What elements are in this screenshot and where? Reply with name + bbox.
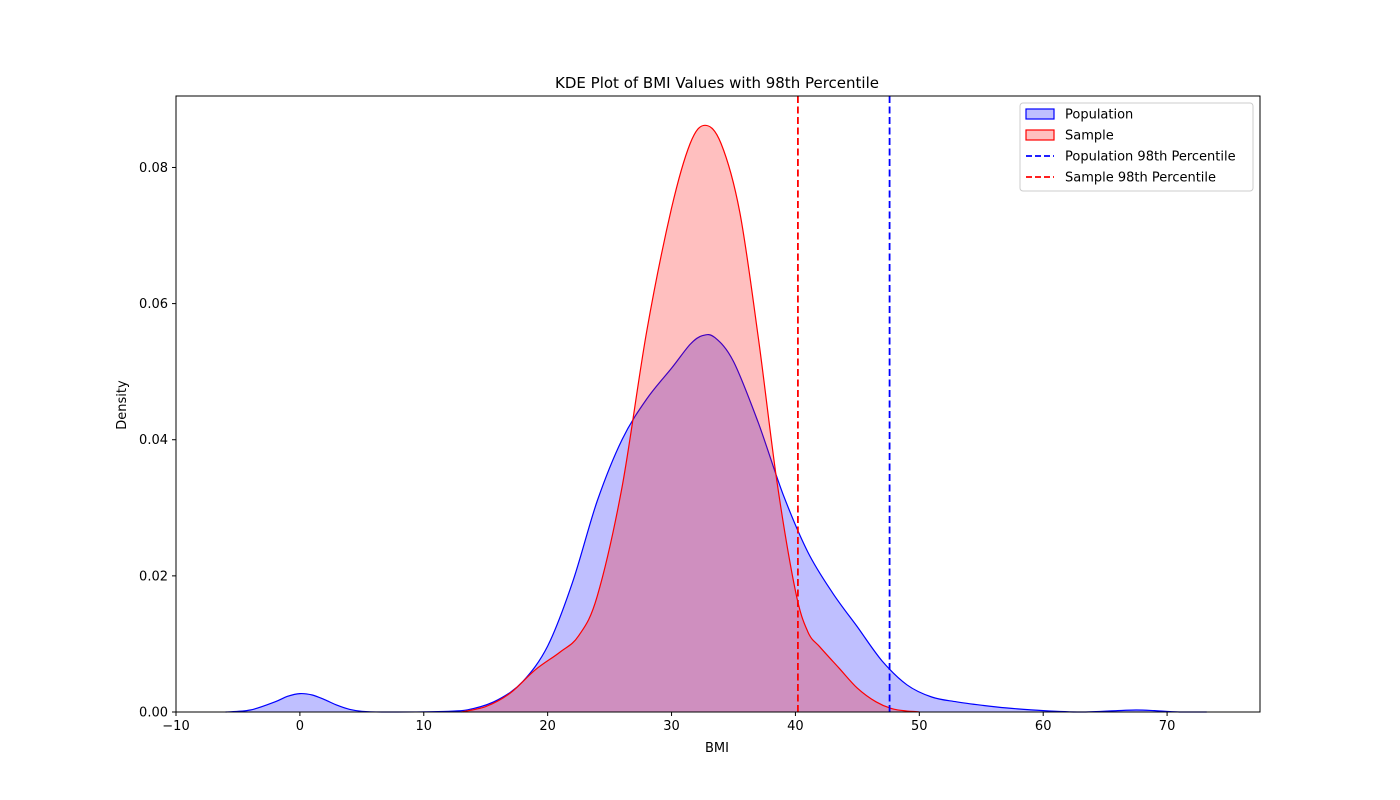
population-kde-fill: [225, 334, 1207, 712]
sample-98th-percentile-legend-label: Sample 98th Percentile: [1065, 171, 1216, 186]
reference-lines: [797, 96, 891, 712]
x-tick-label: 10: [415, 719, 432, 734]
x-tick-label: 30: [663, 719, 680, 734]
series-areas: [225, 124, 1207, 713]
y-tick-label: 0.00: [139, 706, 168, 721]
legend: Population Sample Population 98th Percenti…: [1019, 102, 1254, 192]
x-axis-ticks: −10 0 10 20 30 40 50 60 70: [162, 712, 1175, 734]
plot-frame: [175, 95, 1261, 713]
y-axis-label: Density: [115, 380, 130, 430]
chart-title: KDE Plot of BMI Values with 98th Percent…: [555, 74, 879, 92]
sample-kde-fill: [460, 125, 920, 713]
sample-legend-label: Sample: [1065, 129, 1114, 144]
population-kde-line: [225, 333, 1207, 713]
population-98th-percentile-legend-label: Population 98th Percentile: [1065, 150, 1236, 165]
x-tick-label: 70: [1159, 719, 1176, 734]
y-tick-label: 0.02: [139, 569, 168, 584]
x-tick-label: 0: [296, 719, 304, 734]
x-tick-label: −10: [162, 719, 189, 734]
y-tick-label: 0.06: [139, 297, 168, 312]
y-tick-label: 0.04: [139, 433, 168, 448]
x-tick-label: 20: [539, 719, 556, 734]
x-axis-label: BMI: [705, 741, 729, 756]
population-legend-swatch: [1025, 108, 1055, 120]
legend-box: [1019, 102, 1254, 192]
y-tick-label: 0.08: [139, 161, 168, 176]
x-tick-label: 60: [1035, 719, 1052, 734]
x-tick-label: 40: [787, 719, 804, 734]
y-axis-ticks: 0.00 0.02 0.04 0.06 0.08: [139, 161, 176, 721]
sample-kde-line: [460, 124, 920, 713]
population-legend-label: Population: [1065, 108, 1133, 123]
sample-legend-swatch: [1025, 129, 1055, 141]
x-tick-label: 50: [911, 719, 928, 734]
